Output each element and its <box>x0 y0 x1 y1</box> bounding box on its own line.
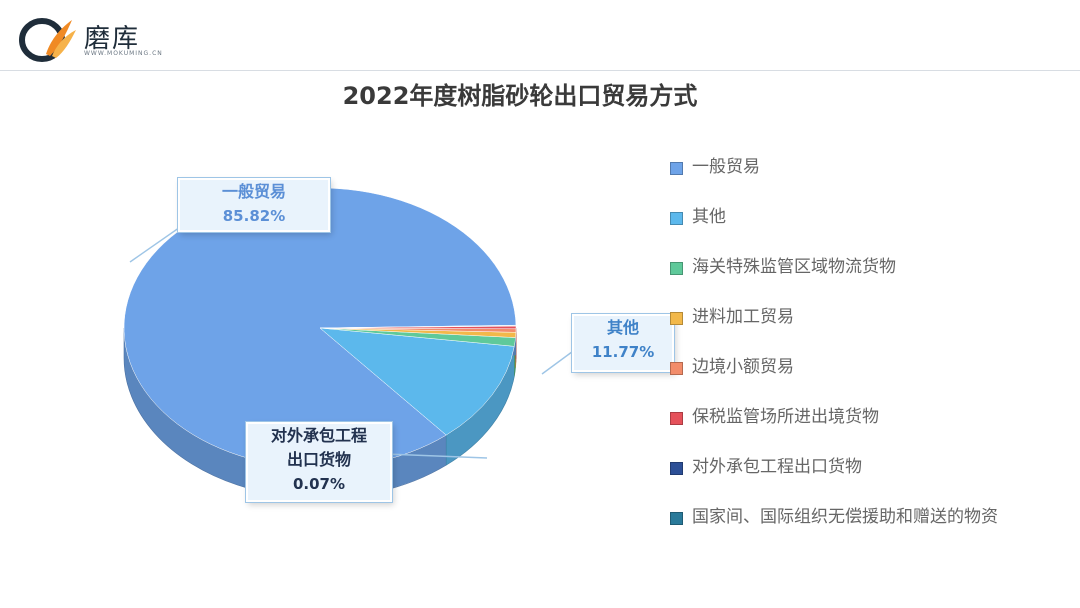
legend-swatch <box>670 162 683 175</box>
legend-item[interactable]: 对外承包工程出口货物 <box>670 456 1060 506</box>
pie-chart <box>123 187 581 499</box>
legend-swatch <box>670 262 683 275</box>
legend-label: 进料加工贸易 <box>692 307 794 327</box>
header-bar: 磨库 WWW.MOKUMING.CN <box>0 0 1080 71</box>
callout-label: 其他 <box>606 318 639 337</box>
chart-title: 2022年度树脂砂轮出口贸易方式 <box>342 82 698 110</box>
legend-swatch <box>670 362 683 375</box>
callout-value: 85.82% <box>222 207 286 225</box>
brand-subtitle: WWW.MOKUMING.CN <box>84 50 163 57</box>
callout-label: 一般贸易 <box>221 182 286 201</box>
callout-label-line2: 出口货物 <box>286 450 351 469</box>
pie-slice[interactable] <box>319 324 517 329</box>
legend-swatch <box>670 512 683 525</box>
brand-logo-icon[interactable] <box>16 12 80 64</box>
legend-item[interactable]: 海关特殊监管区域物流货物 <box>670 256 1060 306</box>
legend-item[interactable]: 保税监管场所进出境货物 <box>670 406 1060 456</box>
callout-label-line1: 对外承包工程 <box>270 426 367 445</box>
callout-value: 11.77% <box>591 343 655 361</box>
legend-swatch <box>670 412 683 425</box>
legend-label: 海关特殊监管区域物流货物 <box>692 257 896 277</box>
legend-label: 国家间、国际组织无偿援助和赠送的物资 <box>692 507 998 527</box>
legend-item[interactable]: 国家间、国际组织无偿援助和赠送的物资 <box>670 506 1060 556</box>
pie-slice[interactable] <box>319 327 515 436</box>
legend-item[interactable]: 进料加工贸易 <box>670 306 1060 356</box>
legend-label: 边境小额贸易 <box>692 357 794 377</box>
legend-item[interactable]: 边境小额贸易 <box>670 356 1060 406</box>
legend-item[interactable]: 其他 <box>670 206 1060 256</box>
legend-label: 其他 <box>692 207 726 227</box>
legend-swatch <box>670 462 683 475</box>
callout-other: 其他 11.77% <box>572 314 674 372</box>
legend-label: 保税监管场所进出境货物 <box>692 407 879 427</box>
callout-general-trade: 一般贸易 85.82% <box>178 178 330 232</box>
brand-name: 磨库 <box>84 24 141 54</box>
legend-label: 对外承包工程出口货物 <box>692 457 862 477</box>
legend-label: 一般贸易 <box>692 157 760 177</box>
callout-overseas-project: 对外承包工程 出口货物 0.07% <box>246 422 392 502</box>
legend-swatch <box>670 212 683 225</box>
legend-item[interactable]: 一般贸易 <box>670 156 1060 206</box>
legend-swatch <box>670 312 683 325</box>
callout-value: 0.07% <box>292 475 346 493</box>
chart-legend: 一般贸易 其他 海关特殊监管区域物流货物 进料加工贸易 边境小额贸易 保税监管场… <box>670 156 1060 556</box>
callout-leader-line <box>385 453 488 459</box>
